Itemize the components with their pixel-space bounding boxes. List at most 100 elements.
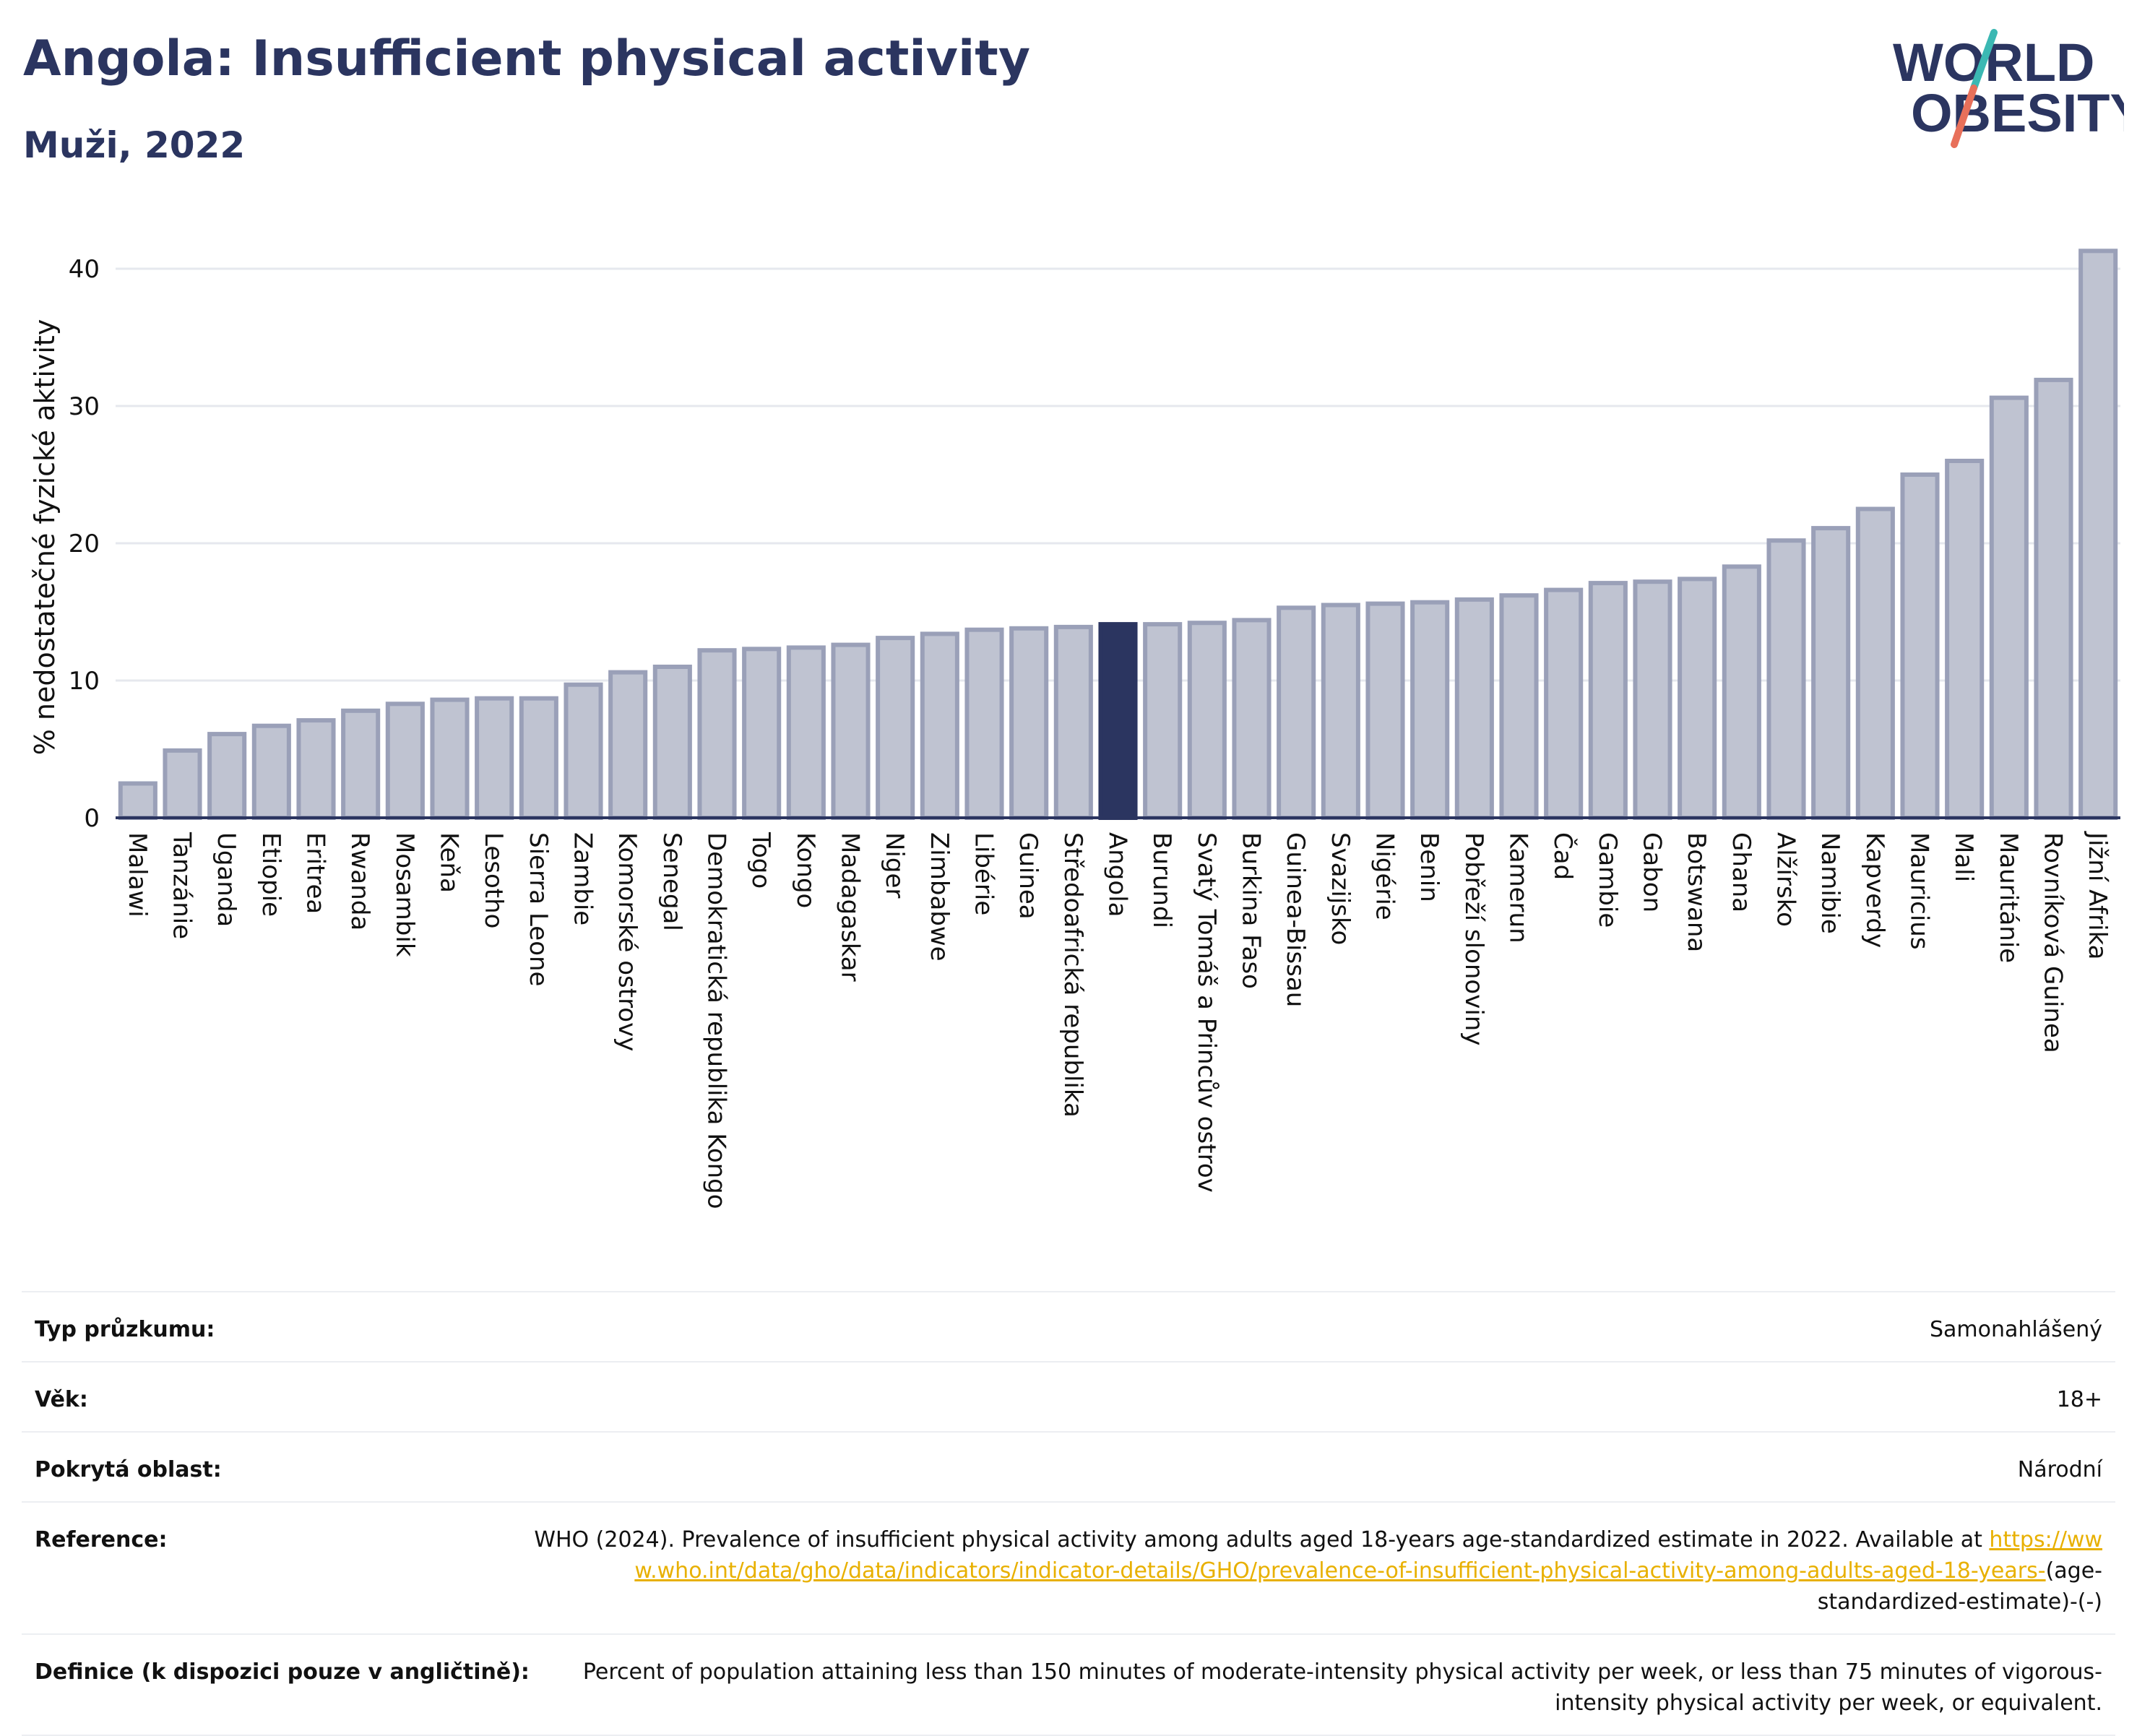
x-tick-label: Ghana — [1727, 832, 1756, 912]
meta-value: Samonahlášený — [1930, 1317, 2102, 1342]
meta-key: Reference: — [35, 1527, 168, 1553]
reference-text: WHO (2024). Prevalence of insufficient p… — [534, 1527, 1982, 1553]
x-tick-label: Malawi — [123, 832, 152, 917]
bar-mosambik — [385, 701, 425, 820]
bar-eritrea — [296, 718, 336, 820]
bar-guinea-bissau — [1277, 605, 1316, 820]
y-tick-label: 40 — [69, 255, 100, 284]
meta-row-reference: Reference: WHO (2024). Prevalence of ins… — [22, 1503, 2115, 1635]
x-tick-label: Mauritánie — [1994, 832, 2023, 963]
x-tick-label: Libérie — [970, 832, 998, 915]
meta-value: Percent of population attaining less tha… — [582, 1659, 2102, 1716]
bar-kongo — [786, 645, 826, 821]
x-tick-label: Eritrea — [301, 832, 330, 914]
page-subtitle: Muži, 2022 — [23, 124, 246, 166]
x-tick-label: Lesotho — [479, 832, 508, 928]
x-tick-label: Rovníková Guinea — [2039, 832, 2068, 1053]
reference-suffix: (age-standardized-estimate)-(-) — [1817, 1558, 2102, 1615]
bar-keňa — [430, 697, 470, 820]
logo-slash-red — [1951, 85, 1977, 148]
x-tick-label: Středoafrická republika — [1058, 832, 1087, 1118]
x-tick-label: Burkina Faso — [1237, 832, 1266, 989]
x-tick-label: Pobřeží slonoviny — [1459, 832, 1488, 1045]
x-tick-label: Mali — [1949, 832, 1978, 882]
x-tick-label: Guinea-Bissau — [1281, 832, 1310, 1007]
bar-madagaskar — [831, 642, 871, 820]
bar-zambie — [564, 682, 603, 821]
y-tick-label: 20 — [69, 530, 100, 558]
page-title: Angola: Insufficient physical activity — [23, 30, 1031, 87]
reference-link[interactable]: https://www.who.int/data/gho/data/indica… — [634, 1527, 2102, 1584]
logo-word-obesity: OBESITY — [1911, 83, 2124, 143]
meta-key: Typ průzkumu: — [35, 1317, 215, 1342]
x-tick-label: Čad — [1548, 832, 1578, 880]
bar-středoafrická-republika — [1053, 624, 1093, 821]
x-tick-label: Demokratická republika Kongo — [702, 832, 731, 1209]
bar-tanzánie — [163, 748, 202, 821]
x-tick-label: Keňa — [435, 832, 464, 893]
bar-burundi — [1143, 622, 1183, 820]
bar-komorské-ostrovy — [608, 670, 648, 820]
bar-svatý-tomáš-a-princův-ostrov — [1187, 621, 1227, 820]
bar-malawi — [118, 781, 157, 820]
x-tick-label: Jižní Afrika — [2083, 831, 2112, 960]
y-tick-label: 0 — [84, 804, 100, 833]
meta-value: Národní — [2017, 1457, 2102, 1482]
bar-senegal — [652, 665, 692, 820]
bar-svazijsko — [1321, 603, 1360, 820]
bar-kamerun — [1499, 593, 1539, 820]
bar-burkina-faso — [1232, 618, 1272, 821]
metadata-table: Typ průzkumu: Samonahlášený Věk: 18+ Pok… — [22, 1291, 2115, 1736]
meta-key: Věk: — [35, 1387, 88, 1412]
bar-nigérie — [1365, 601, 1405, 820]
x-tick-label: Madagaskar — [836, 832, 865, 982]
bar-lesotho — [475, 696, 514, 821]
bar-libérie — [964, 627, 1004, 820]
bar-pobřeží-slonoviny — [1454, 597, 1494, 821]
meta-row-age: Věk: 18+ — [22, 1363, 2115, 1433]
x-tick-label: Kamerun — [1504, 832, 1533, 943]
y-tick-label: 30 — [69, 392, 100, 421]
x-tick-label: Guinea — [1014, 832, 1042, 920]
bar-ghana — [1722, 564, 1761, 820]
bar-angola — [1098, 622, 1138, 820]
bar-rwanda — [341, 708, 381, 820]
bar-sierra-leone — [519, 696, 558, 821]
bar-namibie — [1811, 526, 1851, 820]
meta-row-coverage: Pokrytá oblast: Národní — [22, 1433, 2115, 1503]
bar-mauritánie — [1989, 395, 2029, 821]
bar-jižní-afrika — [2078, 249, 2118, 821]
x-tick-label: Svazijsko — [1326, 832, 1355, 945]
x-tick-label: Mauricius — [1905, 832, 1934, 950]
bar-botswana — [1678, 576, 1717, 821]
world-obesity-logo: WORLD OBESITY — [1893, 29, 2124, 148]
bar-uganda — [207, 732, 247, 820]
x-tick-label: Gabon — [1638, 832, 1667, 912]
x-tick-label: Kapverdy — [1860, 832, 1889, 948]
x-tick-label: Botswana — [1682, 832, 1711, 952]
x-tick-label: Nigérie — [1370, 832, 1399, 920]
bar-kapverdy — [1855, 506, 1895, 820]
x-tick-label: Svatý Tomáš a Princův ostrov — [1192, 832, 1221, 1193]
x-tick-label: Gambie — [1593, 832, 1622, 928]
meta-value: 18+ — [2056, 1387, 2102, 1412]
bar-gabon — [1633, 579, 1672, 820]
x-tick-label: Alžírsko — [1771, 832, 1800, 927]
bar-gambie — [1588, 581, 1628, 820]
meta-row-definition: Definice (k dispozici pouze v angličtině… — [22, 1635, 2115, 1736]
logo-slash-teal — [1970, 29, 1998, 92]
bar-čad — [1544, 587, 1584, 820]
bar-etiopie — [251, 723, 291, 821]
bar-niger — [876, 636, 915, 820]
x-tick-label: Togo — [746, 832, 775, 889]
x-tick-label: Senegal — [657, 832, 686, 931]
meta-key: Definice (k dispozici pouze v angličtině… — [35, 1659, 530, 1685]
bar-alžírsko — [1766, 538, 1806, 820]
x-tick-label: Benin — [1415, 832, 1443, 902]
reference-value: WHO (2024). Prevalence of insufficient p… — [513, 1524, 2102, 1618]
bar-togo — [742, 647, 782, 820]
x-tick-label: Zimbabwe — [925, 832, 954, 962]
bar-benin — [1410, 600, 1450, 820]
meta-key: Pokrytá oblast: — [35, 1457, 222, 1482]
x-tick-label: Angola — [1103, 832, 1132, 917]
